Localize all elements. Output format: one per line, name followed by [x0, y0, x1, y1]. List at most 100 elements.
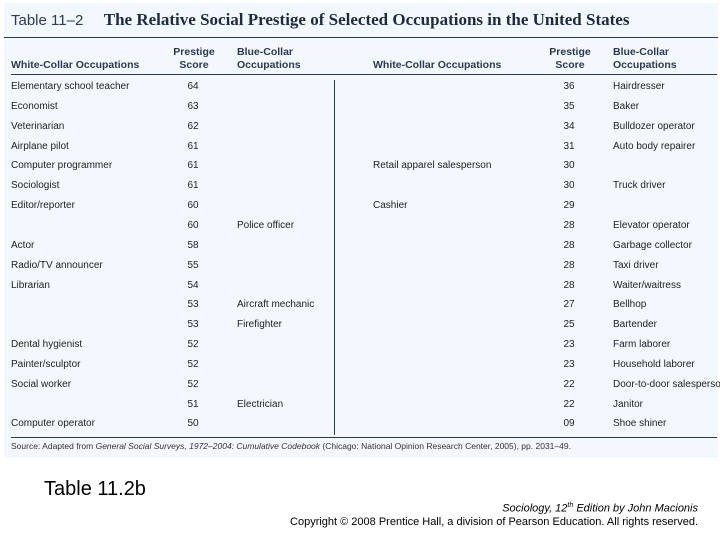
blue-collar-occupation: Auto body repairer [613, 141, 696, 152]
prestige-score: 52 [187, 359, 199, 370]
header-prestige-line1: Prestige [173, 46, 215, 58]
header-blue-line2: Occupations [613, 59, 677, 71]
header-prestige-line1: Prestige [549, 46, 591, 58]
prestige-score: 22 [563, 379, 575, 390]
prestige-score: 30 [563, 180, 575, 191]
white-collar-occupation: Radio/TV announcer [11, 260, 103, 271]
blue-collar-occupation: Farm laborer [613, 339, 671, 350]
prestige-score: 35 [563, 101, 575, 112]
white-collar-occupation: Painter/sculptor [11, 359, 81, 370]
prestige-score: 61 [187, 160, 199, 171]
white-collar-occupation: Librarian [11, 280, 50, 291]
prestige-score: 61 [187, 180, 199, 191]
white-collar-occupation: Editor/reporter [11, 200, 75, 211]
table-source: Source: Adapted from General Social Surv… [11, 441, 571, 451]
title-rule [4, 37, 718, 38]
header-prestige-line2: Score [179, 59, 209, 71]
white-collar-occupation: Airplane pilot [11, 141, 69, 152]
header-blue-line2: Occupations [237, 59, 301, 71]
prestige-score: 62 [187, 121, 199, 132]
slide-caption: Table 11.2b [44, 478, 146, 500]
prestige-score: 53 [187, 299, 199, 310]
source-suffix: (Chicago: National Opinion Research Cent… [320, 441, 571, 451]
prestige-score: 29 [563, 200, 575, 211]
prestige-score: 09 [563, 418, 575, 429]
blue-collar-occupation: Aircraft mechanic [237, 299, 315, 310]
prestige-score: 36 [563, 81, 575, 92]
book-credit: Sociology, 12th Edition by John Macionis [502, 502, 698, 515]
blue-collar-occupation: Bartender [613, 319, 657, 330]
white-collar-occupation: Actor [11, 240, 35, 251]
header-rule [11, 74, 717, 75]
white-collar-occupation: Computer programmer [11, 160, 113, 171]
prestige-score: 63 [187, 101, 199, 112]
table-number: Table 11–2 [11, 12, 84, 29]
white-collar-occupation: Social worker [11, 379, 72, 390]
prestige-score: 55 [187, 260, 199, 271]
blue-collar-occupation: Waiter/waitress [613, 280, 681, 291]
white-collar-occupation: Cashier [373, 200, 408, 211]
prestige-score: 28 [563, 280, 575, 291]
prestige-score: 31 [563, 141, 575, 152]
prestige-score: 50 [187, 418, 199, 429]
prestige-score: 61 [187, 141, 199, 152]
white-collar-occupation: Retail apparel salesperson [373, 160, 492, 171]
table-title: The Relative Social Prestige of Selected… [103, 10, 630, 29]
prestige-score: 60 [187, 220, 199, 231]
prestige-score: 23 [563, 339, 575, 350]
prestige-score: 52 [187, 379, 199, 390]
white-collar-occupation: Computer operator [11, 418, 95, 429]
header-prestige-right: Prestige Score [544, 46, 596, 72]
prestige-score: 54 [187, 280, 199, 291]
header-blue-collar-right: Blue-Collar Occupations [613, 46, 677, 72]
white-collar-occupation: Dental hygienist [11, 339, 83, 350]
prestige-score: 25 [563, 319, 575, 330]
blue-collar-occupation: Police officer [237, 220, 295, 231]
blue-collar-occupation: Janitor [613, 399, 644, 410]
blue-collar-occupation: Baker [613, 101, 640, 112]
table-panel [4, 3, 718, 458]
bottom-rule [11, 437, 717, 438]
prestige-score: 64 [187, 81, 199, 92]
blue-collar-occupation: Shoe shiner [613, 418, 667, 429]
book-author: Edition by John Macionis [573, 502, 698, 515]
prestige-score: 30 [563, 160, 575, 171]
blue-collar-occupation: Hairdresser [613, 81, 665, 92]
prestige-score: 52 [187, 339, 199, 350]
prestige-score: 28 [563, 240, 575, 251]
blue-collar-occupation: Elevator operator [613, 220, 690, 231]
blue-collar-occupation: Garbage collector [613, 240, 692, 251]
white-collar-occupation: Economist [11, 101, 58, 112]
source-prefix: Source: Adapted from [11, 441, 96, 451]
prestige-score: 22 [563, 399, 575, 410]
blue-collar-occupation: Electrician [237, 399, 284, 410]
blue-collar-occupation: Door-to-door salesperson [613, 379, 720, 390]
header-blue-line1: Blue-Collar [613, 46, 670, 58]
table-title-row: Table 11–2 The Relative Social Prestige … [11, 10, 629, 34]
book-title: Sociology, 12 [502, 502, 568, 515]
column-separator [334, 80, 335, 435]
header-white-collar-left: White-Collar Occupations [11, 59, 140, 71]
prestige-score: 23 [563, 359, 575, 370]
white-collar-occupation: Sociologist [11, 180, 60, 191]
prestige-score: 34 [563, 121, 575, 132]
prestige-score: 28 [563, 220, 575, 231]
blue-collar-occupation: Taxi driver [613, 260, 659, 271]
header-white-collar-right: White-Collar Occupations [373, 59, 502, 71]
header-blue-collar-left: Blue-Collar Occupations [237, 46, 301, 72]
prestige-score: 53 [187, 319, 199, 330]
prestige-score: 60 [187, 200, 199, 211]
book-edition-sup: th [567, 502, 574, 509]
blue-collar-occupation: Bellhop [613, 299, 647, 310]
header-blue-line1: Blue-Collar [237, 46, 294, 58]
blue-collar-occupation: Truck driver [613, 180, 666, 191]
prestige-score: 58 [187, 240, 199, 251]
prestige-score: 51 [187, 399, 199, 410]
source-title: General Social Surveys, 1972–2004: Cumul… [95, 441, 321, 451]
blue-collar-occupation: Firefighter [237, 319, 283, 330]
header-prestige-left: Prestige Score [168, 46, 220, 72]
blue-collar-occupation: Bulldozer operator [613, 121, 695, 132]
prestige-score: 27 [563, 299, 575, 310]
white-collar-occupation: Elementary school teacher [11, 81, 130, 92]
blue-collar-occupation: Household laborer [613, 359, 695, 370]
